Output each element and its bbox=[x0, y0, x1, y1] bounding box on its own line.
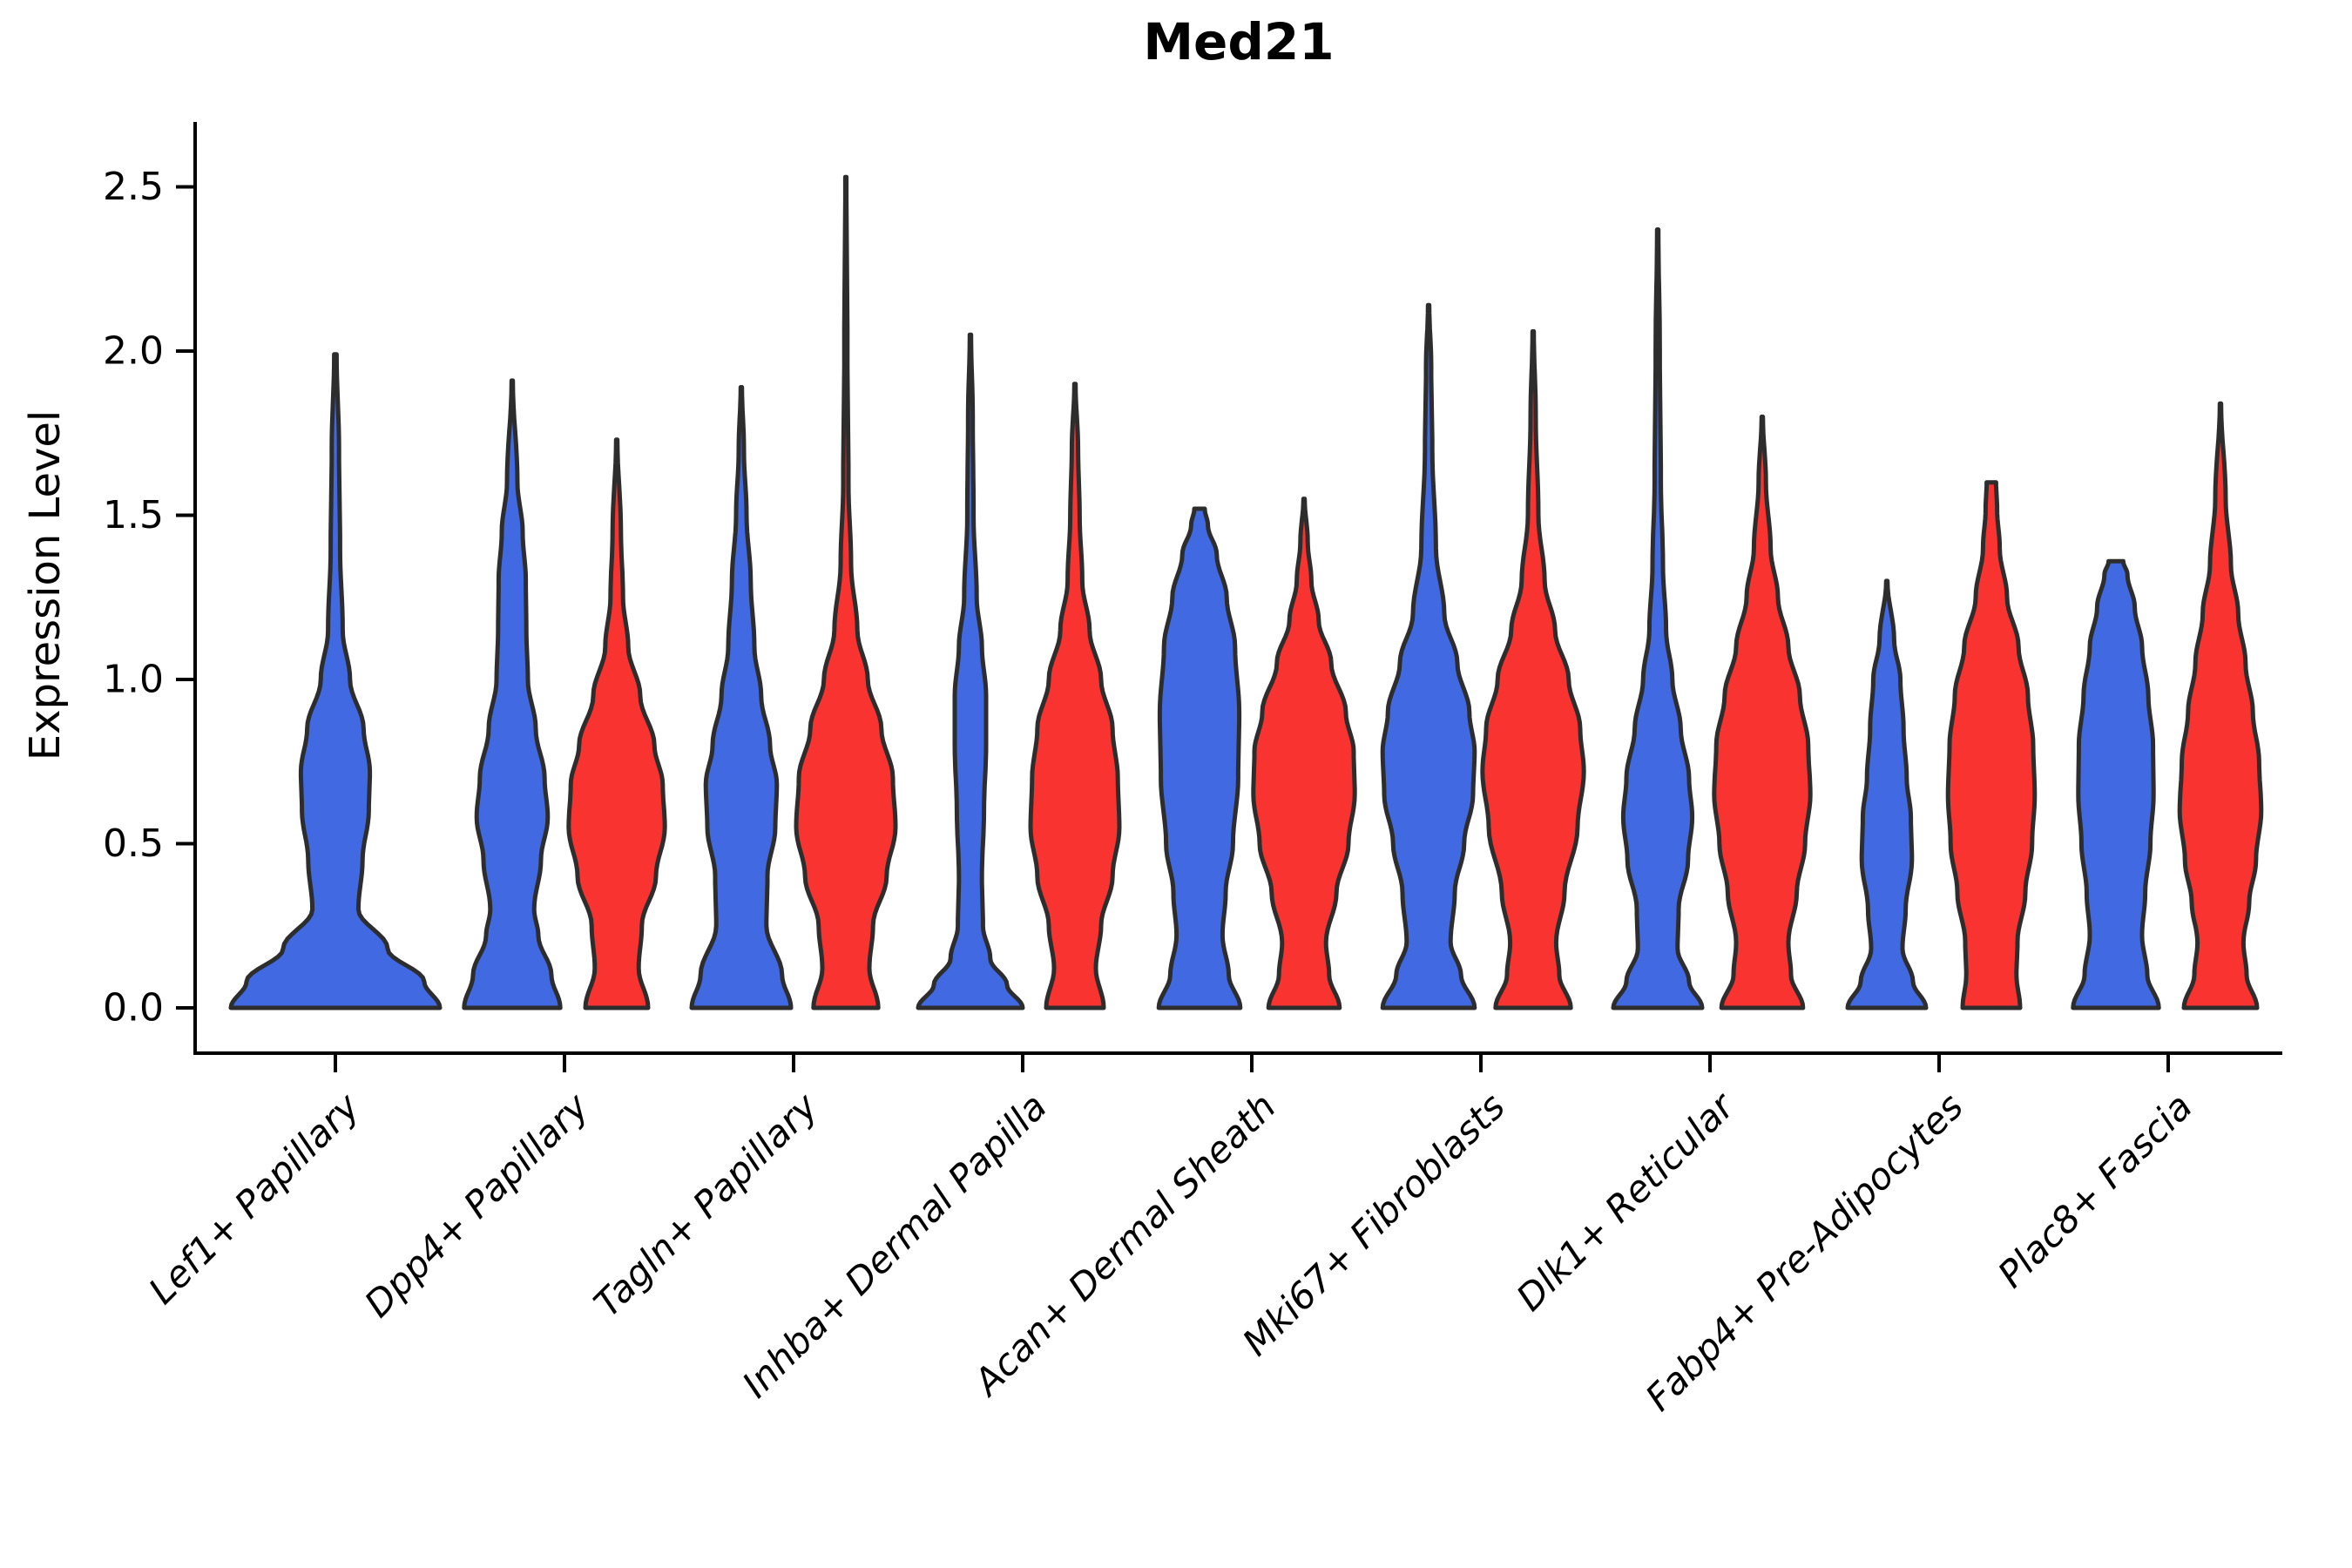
violin-inhba-dermal-papilla-blue bbox=[916, 332, 1025, 1010]
violin-mki67-fibroblasts-red bbox=[1480, 328, 1586, 1010]
violin-dlk1-reticular-red bbox=[1712, 414, 1813, 1010]
y-tick-label: 0.5 bbox=[103, 821, 164, 866]
violin-tagln-papillary-blue bbox=[689, 385, 794, 1010]
violin-dpp4-papillary-blue bbox=[462, 378, 563, 1010]
violin-plac8-fascia-blue bbox=[2071, 558, 2161, 1010]
violin-inhba-dermal-papilla-red bbox=[1028, 382, 1122, 1010]
violin-lef1-papillary-blue bbox=[228, 352, 443, 1010]
violin-dlk1-reticular-blue bbox=[1611, 227, 1705, 1010]
violin-fabp4-pre-adipocytes-blue bbox=[1845, 578, 1929, 1010]
x-tick-label: Lef1+ Papillary bbox=[140, 1085, 368, 1313]
y-tick-label: 1.5 bbox=[103, 493, 164, 537]
violin-dpp4-papillary-red bbox=[566, 437, 667, 1010]
x-tick-label: Tagln+ Papillary bbox=[585, 1085, 827, 1326]
x-tick-label: Dpp4+ Papillary bbox=[356, 1085, 598, 1326]
y-tick-label: 0.0 bbox=[103, 986, 164, 1031]
chart-title: Med21 bbox=[1143, 12, 1335, 71]
y-tick-label: 2.0 bbox=[103, 329, 164, 374]
y-tick-label: 2.5 bbox=[103, 165, 164, 209]
y-tick-label: 1.0 bbox=[103, 658, 164, 702]
violin-tagln-papillary-red bbox=[794, 174, 898, 1010]
violin-plac8-fascia-red bbox=[2177, 401, 2264, 1010]
violin-acan-dermal-sheath-red bbox=[1251, 497, 1357, 1010]
violin-acan-dermal-sheath-blue bbox=[1156, 506, 1243, 1010]
violin-mki67-fibroblasts-blue bbox=[1380, 302, 1477, 1010]
violin-fabp4-pre-adipocytes-red bbox=[1945, 480, 2038, 1010]
x-tick-label: Mki67+ Fibroblasts bbox=[1234, 1085, 1513, 1363]
x-tick-label: Dlk1+ Reticular bbox=[1508, 1083, 1744, 1319]
x-tick-label: Plac8+ Fascia bbox=[1990, 1085, 2200, 1295]
